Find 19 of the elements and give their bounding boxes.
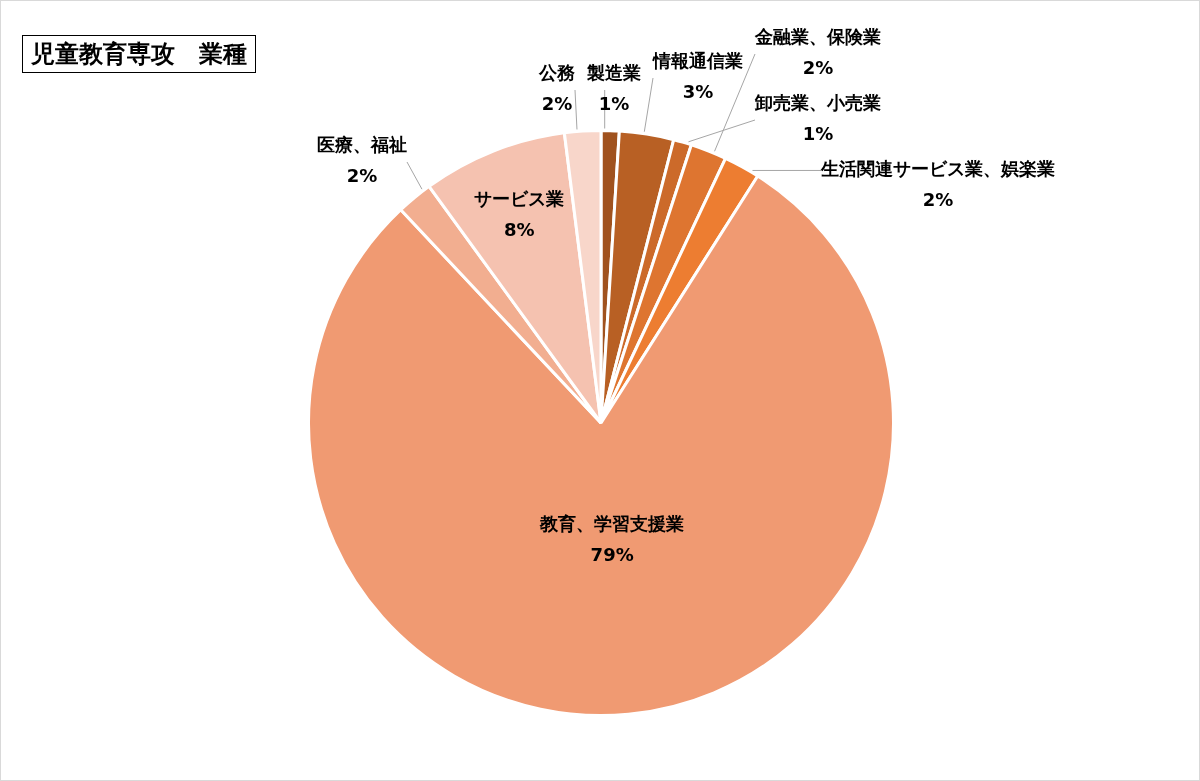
text: 児童教育専攻 業種 [22,35,256,73]
data-label: 2% [541,93,573,115]
slice-label: 卸売業、小売業 [754,92,881,114]
slice-label: 金融業、保険業 [754,26,881,48]
slice-label: 教育、学習支援業 [539,513,685,535]
data-label: 8% [503,219,535,241]
slice-label: 生活関連サービス業、娯楽業 [820,158,1055,180]
slice-label: 医療、福祉 [317,134,407,156]
slice-label: 公務 [538,62,575,84]
data-label: 2% [922,189,954,211]
data-label: 1% [598,93,630,115]
data-label: 2% [346,165,378,187]
slice-label: サービス業 [474,188,565,210]
slice-label: 製造業 [586,62,641,84]
data-label: 3% [682,81,714,103]
data-label: 2% [802,57,834,79]
data-label: 79% [590,544,634,566]
data-label: 1% [802,123,834,145]
slice-label: 情報通信業 [652,50,743,72]
